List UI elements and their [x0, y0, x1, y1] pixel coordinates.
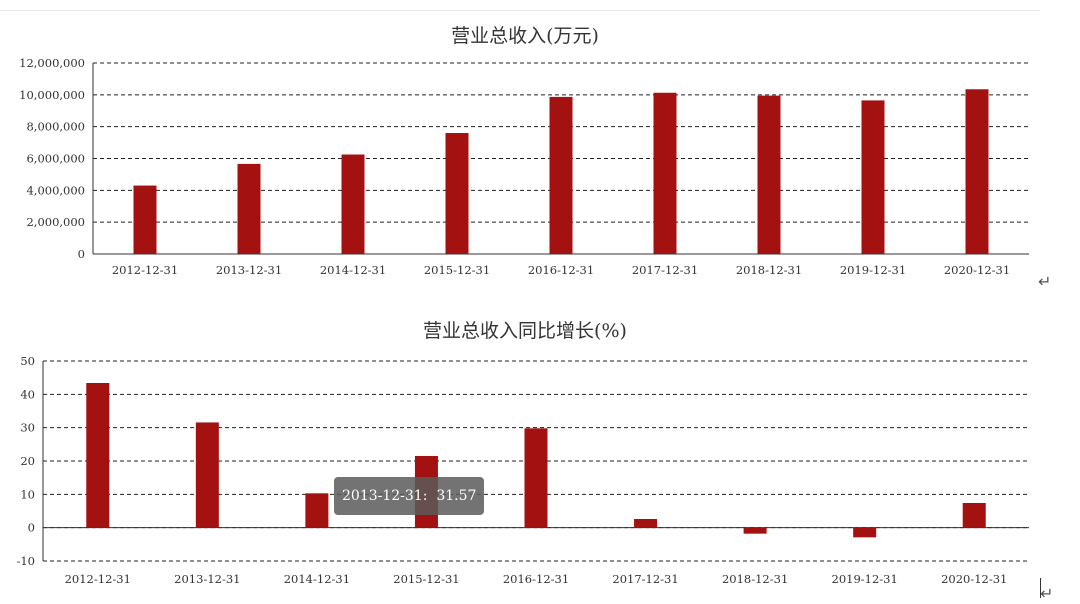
- revenue-x-tick-label: 2017-12-31: [632, 263, 698, 277]
- revenue-x-tick-label: 2014-12-31: [320, 263, 386, 277]
- growth-x-tick-label: 2012-12-31: [65, 572, 131, 586]
- growth-bar[interactable]: [743, 527, 767, 534]
- revenue-y-tick-label: 10,000,000: [19, 88, 85, 102]
- growth-x-tick-label: 2014-12-31: [284, 572, 350, 586]
- growth-bar[interactable]: [305, 493, 329, 528]
- growth-bar[interactable]: [634, 519, 658, 528]
- growth-x-tick-label: 2016-12-31: [503, 572, 569, 586]
- revenue-y-tick-label: 12,000,000: [19, 56, 85, 70]
- growth-bar[interactable]: [524, 428, 548, 528]
- growth-bar[interactable]: [853, 527, 877, 538]
- growth-y-tick-label: 30: [20, 421, 35, 435]
- revenue-growth-bar-chart: -10 0 10 20 30 40 50 2012-12-31 2013-12-31 2014-1…: [16, 354, 1029, 586]
- growth-x-tick-label: 2013-12-31: [174, 572, 240, 586]
- revenue-y-tick-label: 8,000,000: [26, 120, 85, 134]
- bar-tooltip: 2013-12-31: 31.57: [334, 477, 485, 515]
- growth-y-tick-label: 10: [20, 487, 35, 501]
- revenue-x-tick-label: 2018-12-31: [736, 263, 802, 277]
- revenue-y-tick-label: 2,000,000: [26, 215, 85, 229]
- revenue-y-tick-label: 0: [78, 247, 85, 261]
- revenue-bar[interactable]: [237, 163, 261, 254]
- revenue-bar[interactable]: [965, 89, 989, 254]
- paragraph-return-mark: ↵: [1038, 272, 1052, 291]
- revenue-x-tick-label: 2020-12-31: [944, 263, 1010, 277]
- growth-x-tick-label: 2018-12-31: [722, 572, 788, 586]
- tooltip-category: 2013-12-31: [342, 488, 423, 504]
- revenue-bar[interactable]: [757, 95, 781, 254]
- growth-x-tick-label: 2019-12-31: [832, 572, 898, 586]
- revenue-x-tick-label: 2013-12-31: [216, 263, 282, 277]
- top-divider: [0, 10, 1040, 11]
- chart-title-revenue: 营业总收入(万元): [451, 25, 599, 47]
- revenue-x-tick-label: 2012-12-31: [112, 263, 178, 277]
- growth-bar[interactable]: [86, 383, 110, 528]
- revenue-bar[interactable]: [133, 185, 157, 254]
- revenue-x-tick-label: 2015-12-31: [424, 263, 490, 277]
- text-cursor: [1040, 578, 1041, 598]
- revenue-bar[interactable]: [445, 133, 469, 254]
- growth-y-tick-label: -10: [16, 554, 35, 568]
- revenue-x-tick-label: 2016-12-31: [528, 263, 594, 277]
- revenue-bar[interactable]: [341, 154, 365, 254]
- revenue-bar[interactable]: [861, 100, 885, 254]
- paragraph-return-mark: ↵: [1040, 584, 1054, 603]
- growth-y-tick-label: 20: [20, 454, 35, 468]
- growth-bar[interactable]: [195, 422, 219, 528]
- revenue-bar-chart: 0 2,000,000 4,000,000 6,000,000 8,000,000 10,…: [19, 56, 1029, 277]
- growth-y-tick-label: 0: [28, 521, 35, 535]
- growth-x-tick-label: 2017-12-31: [612, 572, 678, 586]
- growth-y-tick-label: 50: [20, 354, 35, 368]
- growth-y-tick-label: 40: [20, 387, 35, 401]
- growth-x-tick-label: 2015-12-31: [393, 572, 459, 586]
- revenue-x-tick-label: 2019-12-31: [840, 263, 906, 277]
- growth-bar[interactable]: [962, 503, 986, 528]
- revenue-bar[interactable]: [653, 92, 677, 255]
- revenue-y-tick-label: 6,000,000: [26, 152, 85, 166]
- revenue-bar[interactable]: [549, 96, 573, 254]
- chart-title-revenue-growth: 营业总收入同比增长(%): [423, 320, 627, 342]
- growth-x-tick-label: 2020-12-31: [941, 572, 1007, 586]
- tooltip-value: 31.57: [436, 488, 477, 504]
- revenue-y-tick-label: 4,000,000: [26, 183, 85, 197]
